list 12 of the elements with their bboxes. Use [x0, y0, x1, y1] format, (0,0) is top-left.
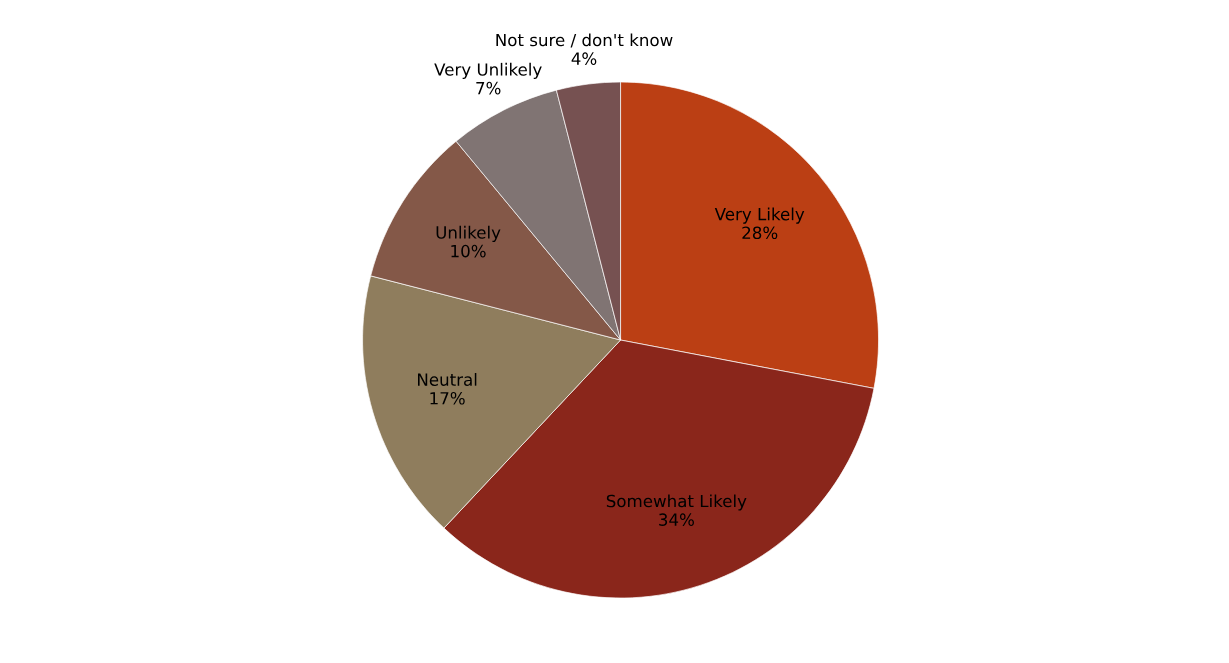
slice-label: Very Unlikely — [434, 62, 542, 79]
slice-label: Somewhat Likely — [606, 494, 747, 511]
slice-label: Unlikely — [436, 225, 501, 242]
data-label: 10% — [451, 244, 486, 258]
slice-label: Very Likely — [714, 207, 805, 224]
data-label: 17% — [430, 391, 465, 405]
data-label: 4% — [571, 52, 597, 65]
data-label: 7% — [476, 81, 501, 95]
slice-label: Neutral — [418, 373, 477, 386]
data-label: 28% — [742, 226, 778, 240]
slice-label: Not sure / don't know — [496, 33, 673, 48]
data-label: 34% — [659, 513, 694, 526]
